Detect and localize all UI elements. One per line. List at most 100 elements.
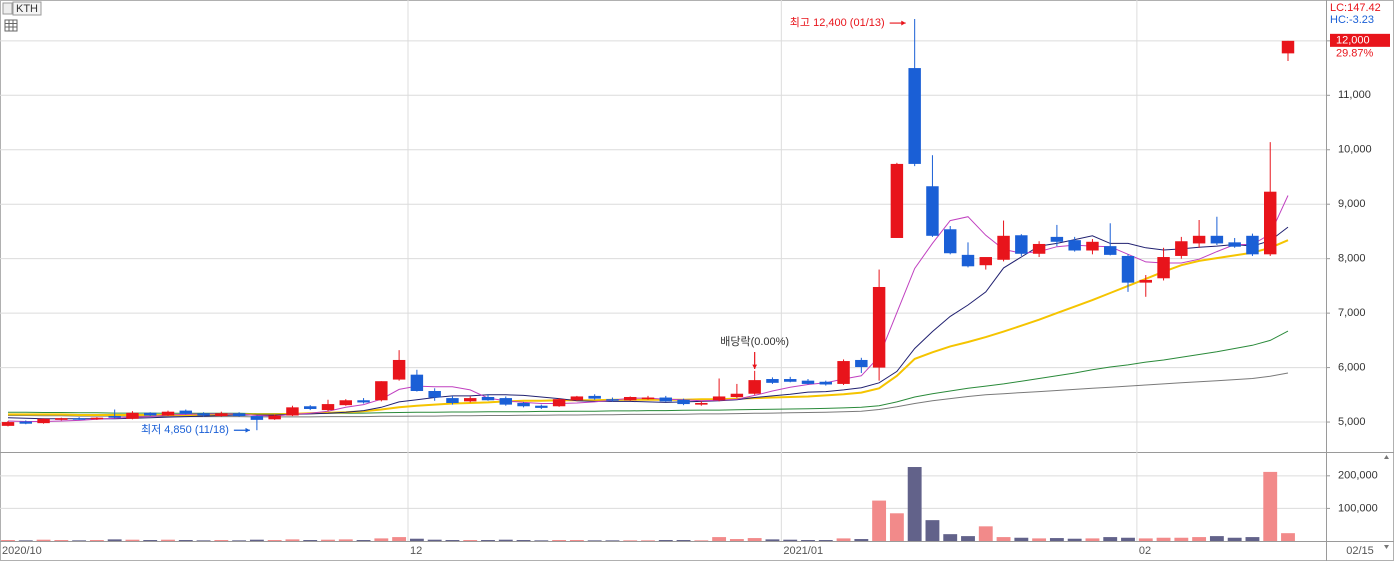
y-tick-label: 11,000: [1338, 89, 1371, 101]
label-layer: 5,000 6,000 7,000 8,000 9,000 10,000 11,000 12,…: [2, 16, 1390, 557]
volume-bar: [605, 540, 620, 541]
volume-bar: [587, 540, 602, 541]
grid-icon[interactable]: [4, 19, 18, 32]
candle-body: [677, 399, 690, 405]
volume-bar: [232, 540, 247, 541]
volume-bar: [1138, 538, 1153, 541]
candle-body: [72, 418, 86, 420]
candle-body: [748, 380, 761, 394]
volume-bar: [1067, 538, 1082, 541]
y-tick-label: 100,000: [1338, 502, 1378, 514]
candle-body: [1281, 40, 1295, 54]
candle-body: [357, 400, 370, 403]
candle-body: [872, 286, 886, 368]
volume-bar: [836, 538, 851, 541]
volume-bar: [498, 539, 513, 541]
candle-body: [215, 413, 228, 417]
candle-body: [890, 163, 904, 238]
candle-body: [1, 422, 15, 426]
candle-body: [161, 411, 175, 416]
volume-bar: [427, 539, 442, 541]
volume-bar: [889, 513, 904, 541]
high-annotation: 최고 12,400 (01/13): [790, 16, 885, 29]
grid-icon-lines: [5, 20, 17, 31]
volume-bar: [463, 540, 478, 541]
volume-bar: [72, 540, 87, 541]
candle-body: [1264, 191, 1277, 255]
volume-bar: [729, 539, 744, 541]
candle-body: [1246, 235, 1259, 255]
candle-body: [410, 374, 424, 392]
candle-body: [1086, 241, 1099, 251]
candle-body: [1032, 243, 1046, 254]
last-price-label: 12,000: [1336, 35, 1370, 47]
candle-body: [232, 413, 246, 417]
volume-bar: [321, 539, 335, 541]
last-price-box: [1330, 33, 1390, 47]
candle-body: [517, 402, 530, 407]
candle-body: [1050, 236, 1064, 242]
volume-bar: [1049, 538, 1064, 541]
candle-body: [944, 229, 957, 254]
menu-icon[interactable]: [2, 2, 13, 15]
candle-body: [1192, 235, 1206, 244]
toolbar[interactable]: KTH: [2, 1, 42, 32]
y-tick-label: 7,000: [1338, 307, 1366, 319]
candle-body: [179, 410, 192, 414]
volume-bar: [1, 540, 15, 541]
candle-body: [250, 416, 264, 420]
code-box[interactable]: [12, 1, 42, 16]
candle-body: [908, 68, 921, 164]
candle-body: [481, 396, 495, 401]
volume-bar: [658, 540, 673, 541]
volume-bar: [801, 540, 815, 541]
candle-body: [1228, 242, 1241, 247]
x-tick-label: 12: [410, 545, 422, 557]
candle-body: [624, 396, 637, 401]
volume-bar: [907, 467, 922, 541]
volume-bar: [818, 540, 833, 541]
volume-bar: [1209, 536, 1224, 541]
volume-bar: [516, 540, 531, 541]
volume-bar: [107, 539, 122, 541]
hc-label: HC:-3.23: [1330, 14, 1374, 26]
candle-layer: [1, 19, 1295, 431]
volume-bar: [356, 540, 371, 541]
volume-bar: [1263, 471, 1278, 541]
y-tick-label: 9,000: [1338, 198, 1366, 210]
volume-bar: [1245, 537, 1260, 541]
volume-bar: [303, 540, 318, 541]
volume-bar: [89, 540, 104, 541]
candle-body: [428, 391, 441, 398]
candle-body: [659, 397, 672, 402]
volume-bar: [178, 540, 193, 541]
candle-body: [979, 257, 992, 266]
volume-bar: [676, 540, 691, 541]
candle-body: [446, 398, 459, 403]
y-tick-label: 5,000: [1338, 416, 1366, 428]
grid-layer: [0, 0, 1326, 541]
volume-bar: [18, 540, 33, 541]
volume-bar: [214, 540, 229, 541]
candle-body: [37, 418, 50, 424]
candle-body: [286, 407, 299, 416]
candle-body: [19, 421, 32, 424]
candle-body: [837, 361, 850, 384]
volume-bar: [1032, 538, 1047, 541]
candle-body: [1175, 241, 1188, 256]
volume-bar: [1121, 537, 1135, 541]
volume-bar: [1192, 537, 1207, 541]
candle-body: [695, 402, 708, 405]
candle-body: [766, 379, 779, 383]
annotation-arrowhead: [752, 364, 758, 369]
date-label: 02/15: [1346, 545, 1374, 557]
volume-bar: [1174, 537, 1189, 541]
volume-bar: [1085, 538, 1100, 541]
volume-bar: [1103, 537, 1118, 541]
candle-body: [464, 398, 477, 402]
candle-body: [926, 186, 939, 236]
candle-body: [268, 415, 281, 420]
candle-body: [126, 412, 139, 419]
